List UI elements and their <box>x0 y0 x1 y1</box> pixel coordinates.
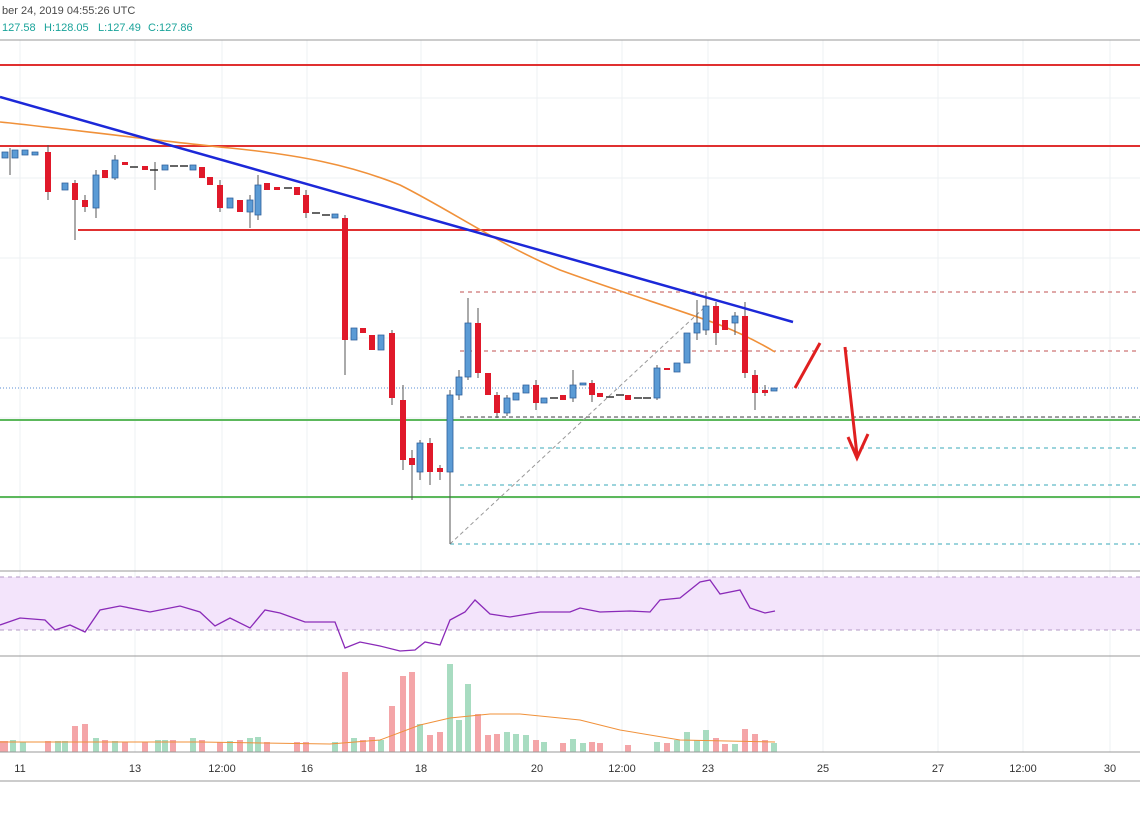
rsi-line <box>0 579 776 652</box>
x-tick-label: 30 <box>1104 763 1116 775</box>
x-tick-label: 16 <box>301 763 313 775</box>
x-tick-label: 13 <box>129 763 141 775</box>
doji-candles <box>130 165 651 399</box>
levels <box>0 64 1140 498</box>
trend-line <box>0 95 794 324</box>
x-tick-label: 25 <box>817 763 829 775</box>
rsi-band-lines <box>0 576 1140 631</box>
x-tick-label: 12:00 <box>1009 763 1037 775</box>
x-tick-label: 18 <box>415 763 427 775</box>
volume-bars-down <box>0 672 768 752</box>
header: ber 24, 2019 04:55:26 UTC 127.58 H:128.0… <box>2 5 193 34</box>
volume-ma <box>0 713 776 745</box>
fib-diagonal <box>449 305 707 545</box>
x-tick-label: 20 <box>531 763 543 775</box>
bullish-candles <box>1 149 778 473</box>
x-tick-label: 12:00 <box>608 763 636 775</box>
close-value: C:127.86 <box>148 22 193 34</box>
x-tick-label: 27 <box>932 763 944 775</box>
timestamp: ber 24, 2019 04:55:26 UTC <box>2 5 135 17</box>
high-value: H:128.05 <box>44 22 89 34</box>
x-axis: 11 13 12:00 16 18 20 12:00 23 25 27 12:00 30 <box>14 763 1116 775</box>
x-tick-label: 11 <box>14 763 25 775</box>
open-value: 127.58 <box>2 22 36 34</box>
arrow-down <box>843 346 870 462</box>
low-value: L:127.49 <box>98 22 141 34</box>
x-tick-label: 23 <box>702 763 714 775</box>
arrow-up <box>793 342 822 389</box>
rsi-band <box>0 577 1140 630</box>
x-tick-label: 12:00 <box>208 763 236 775</box>
